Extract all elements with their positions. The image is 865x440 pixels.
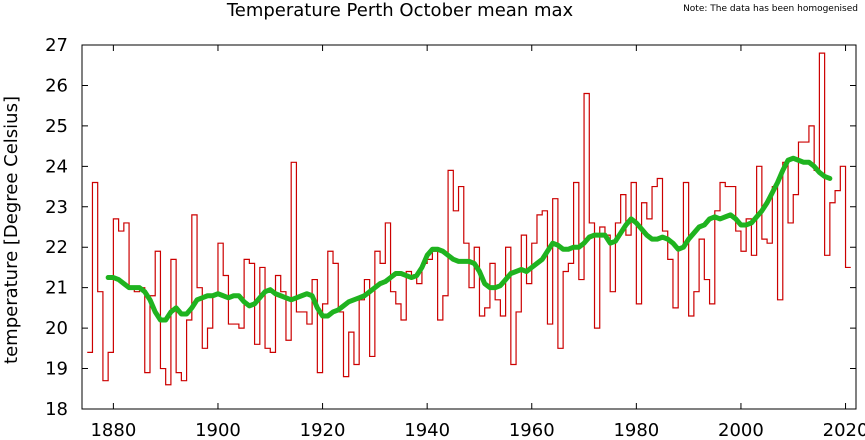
x-tick-label: 1920 bbox=[300, 420, 346, 440]
plot-frame bbox=[81, 44, 857, 410]
y-axis-label: temperature [Degree Celsius] bbox=[1, 96, 22, 364]
x-tick-label: 1940 bbox=[404, 420, 450, 440]
y-tick-label: 18 bbox=[45, 399, 68, 420]
y-tick-label: 20 bbox=[45, 318, 68, 339]
smooth-line bbox=[105, 155, 833, 323]
y-tick-label: 19 bbox=[45, 359, 68, 380]
y-tick-label: 21 bbox=[45, 278, 68, 299]
x-tick-label: 1880 bbox=[90, 420, 136, 440]
y-tick-label: 22 bbox=[45, 237, 68, 258]
x-tick-label: 1900 bbox=[195, 420, 241, 440]
y-tick-label: 25 bbox=[45, 116, 68, 137]
y-tick-label: 24 bbox=[45, 156, 68, 177]
step-line bbox=[87, 52, 851, 386]
y-tick-label: 23 bbox=[45, 197, 68, 218]
x-tick-label: 1980 bbox=[613, 420, 659, 440]
x-tick-label: 2020 bbox=[823, 420, 865, 440]
note: Note: The data has been homogenised bbox=[683, 4, 858, 14]
x-tick-label: 1960 bbox=[509, 420, 555, 440]
chart-title: Temperature Perth October mean max bbox=[226, 0, 574, 21]
y-tick-label: 27 bbox=[45, 35, 68, 56]
x-tick-label: 2000 bbox=[718, 420, 764, 440]
y-tick-label: 26 bbox=[45, 75, 68, 96]
